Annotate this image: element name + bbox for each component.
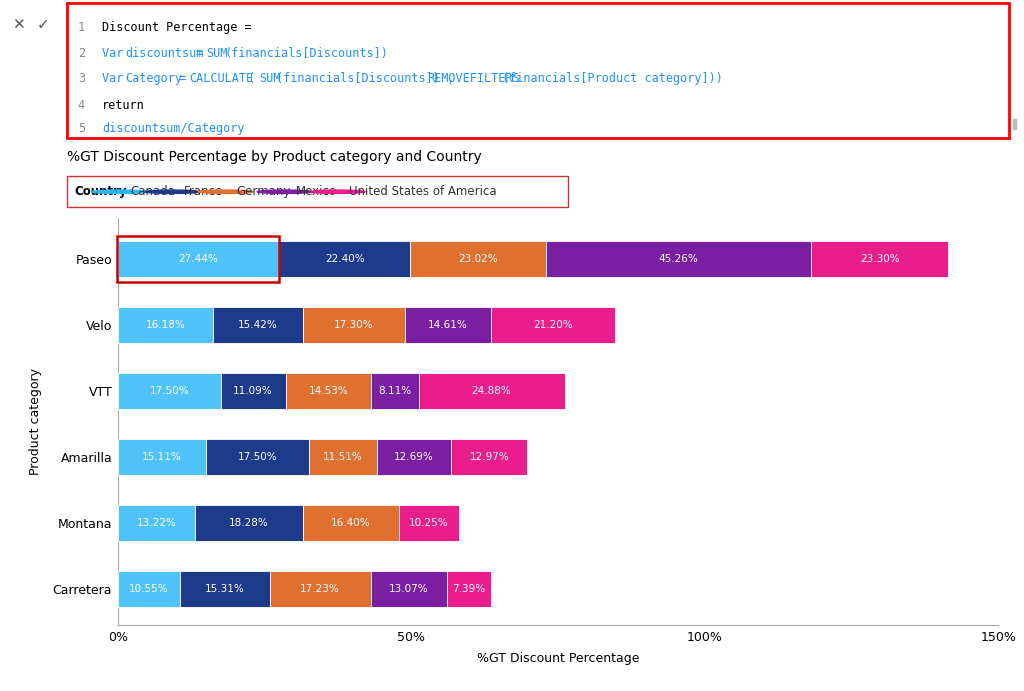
Text: 16.18%: 16.18% — [145, 320, 185, 330]
Bar — [309, 439, 377, 475]
Bar — [452, 439, 527, 475]
Text: (financials[Discounts]) ,: (financials[Discounts]) , — [276, 73, 462, 86]
Text: Var: Var — [102, 73, 131, 86]
Text: 16.40%: 16.40% — [331, 518, 371, 528]
Text: Category: Category — [126, 73, 182, 86]
Bar — [118, 240, 279, 277]
Circle shape — [310, 190, 366, 193]
Circle shape — [257, 190, 312, 193]
Text: ✕: ✕ — [12, 17, 25, 32]
Bar — [279, 240, 411, 277]
Bar — [546, 240, 811, 277]
Circle shape — [144, 190, 200, 193]
Text: 5: 5 — [78, 122, 85, 135]
Bar — [303, 307, 404, 343]
Text: Germany: Germany — [237, 185, 291, 198]
Text: 15.11%: 15.11% — [142, 452, 182, 462]
Bar — [411, 240, 546, 277]
Bar — [118, 504, 196, 541]
Text: 23.30%: 23.30% — [860, 254, 899, 264]
Text: (financials[Discounts]): (financials[Discounts]) — [224, 47, 388, 60]
Text: 4: 4 — [78, 100, 85, 113]
Text: 17.50%: 17.50% — [150, 386, 189, 396]
Text: 24.88%: 24.88% — [472, 386, 511, 396]
Text: United States of America: United States of America — [349, 185, 497, 198]
Text: %GT Discount Percentage by Product category and Country: %GT Discount Percentage by Product categ… — [67, 150, 481, 164]
Text: 11.51%: 11.51% — [324, 452, 362, 462]
Text: SUM: SUM — [259, 73, 281, 86]
Y-axis label: Product category: Product category — [29, 368, 42, 475]
Bar — [377, 439, 452, 475]
Text: 1: 1 — [78, 21, 85, 35]
Text: 21.20%: 21.20% — [534, 320, 572, 330]
Bar — [118, 372, 220, 409]
Text: 3: 3 — [78, 73, 85, 86]
Text: 8.11%: 8.11% — [378, 386, 412, 396]
Text: 22.40%: 22.40% — [325, 254, 365, 264]
Text: 14.61%: 14.61% — [428, 320, 468, 330]
Text: 12.97%: 12.97% — [469, 452, 509, 462]
Bar — [220, 372, 286, 409]
Text: 17.23%: 17.23% — [300, 584, 340, 594]
Text: 17.50%: 17.50% — [238, 452, 278, 462]
Text: France: France — [183, 185, 222, 198]
Bar — [213, 307, 303, 343]
Text: =: = — [172, 73, 194, 86]
Circle shape — [92, 190, 146, 193]
Text: ✓: ✓ — [37, 17, 49, 32]
Bar — [404, 307, 490, 343]
Bar — [490, 307, 615, 343]
Text: 13.22%: 13.22% — [136, 518, 176, 528]
Text: 2: 2 — [78, 47, 85, 60]
Text: Country: Country — [74, 185, 127, 198]
Text: 12.69%: 12.69% — [394, 452, 434, 462]
Text: 10.55%: 10.55% — [129, 584, 169, 594]
Text: 11.09%: 11.09% — [233, 386, 272, 396]
Text: Canada: Canada — [130, 185, 175, 198]
Text: 23.02%: 23.02% — [458, 254, 498, 264]
Text: 13.07%: 13.07% — [389, 584, 429, 594]
Text: REMOVEFILTERS: REMOVEFILTERS — [427, 73, 519, 86]
Text: Var: Var — [102, 47, 131, 60]
Bar — [811, 240, 948, 277]
Text: (financials[Product category])): (financials[Product category])) — [502, 73, 723, 86]
X-axis label: %GT Discount Percentage: %GT Discount Percentage — [477, 652, 639, 665]
Bar — [419, 372, 564, 409]
Text: =: = — [189, 47, 211, 60]
Circle shape — [198, 190, 253, 193]
Text: Mexico: Mexico — [296, 185, 337, 198]
Text: 18.28%: 18.28% — [229, 518, 269, 528]
Bar — [371, 372, 419, 409]
Text: 27.44%: 27.44% — [178, 254, 218, 264]
Bar — [118, 571, 179, 607]
Text: 17.30%: 17.30% — [334, 320, 374, 330]
Text: discountsum: discountsum — [126, 47, 204, 60]
Text: 45.26%: 45.26% — [658, 254, 698, 264]
Text: SUM: SUM — [207, 47, 228, 60]
Text: CALCULATE: CALCULATE — [189, 73, 253, 86]
Bar — [269, 571, 371, 607]
Text: ▌: ▌ — [1012, 119, 1020, 130]
Bar — [399, 504, 459, 541]
Bar — [371, 571, 447, 607]
Text: 10.25%: 10.25% — [410, 518, 449, 528]
Bar — [118, 307, 213, 343]
Text: 15.42%: 15.42% — [239, 320, 278, 330]
Bar — [286, 372, 371, 409]
Text: Discount Percentage =: Discount Percentage = — [102, 21, 252, 35]
Bar — [447, 571, 490, 607]
Bar — [207, 439, 309, 475]
Text: 7.39%: 7.39% — [453, 584, 485, 594]
Bar — [303, 504, 399, 541]
Text: 14.53%: 14.53% — [308, 386, 348, 396]
Bar — [118, 439, 207, 475]
Bar — [196, 504, 303, 541]
Text: 15.31%: 15.31% — [205, 584, 245, 594]
Text: (: ( — [242, 73, 263, 86]
Text: return: return — [102, 100, 145, 113]
Bar — [179, 571, 269, 607]
Text: discountsum/Category: discountsum/Category — [102, 122, 245, 135]
